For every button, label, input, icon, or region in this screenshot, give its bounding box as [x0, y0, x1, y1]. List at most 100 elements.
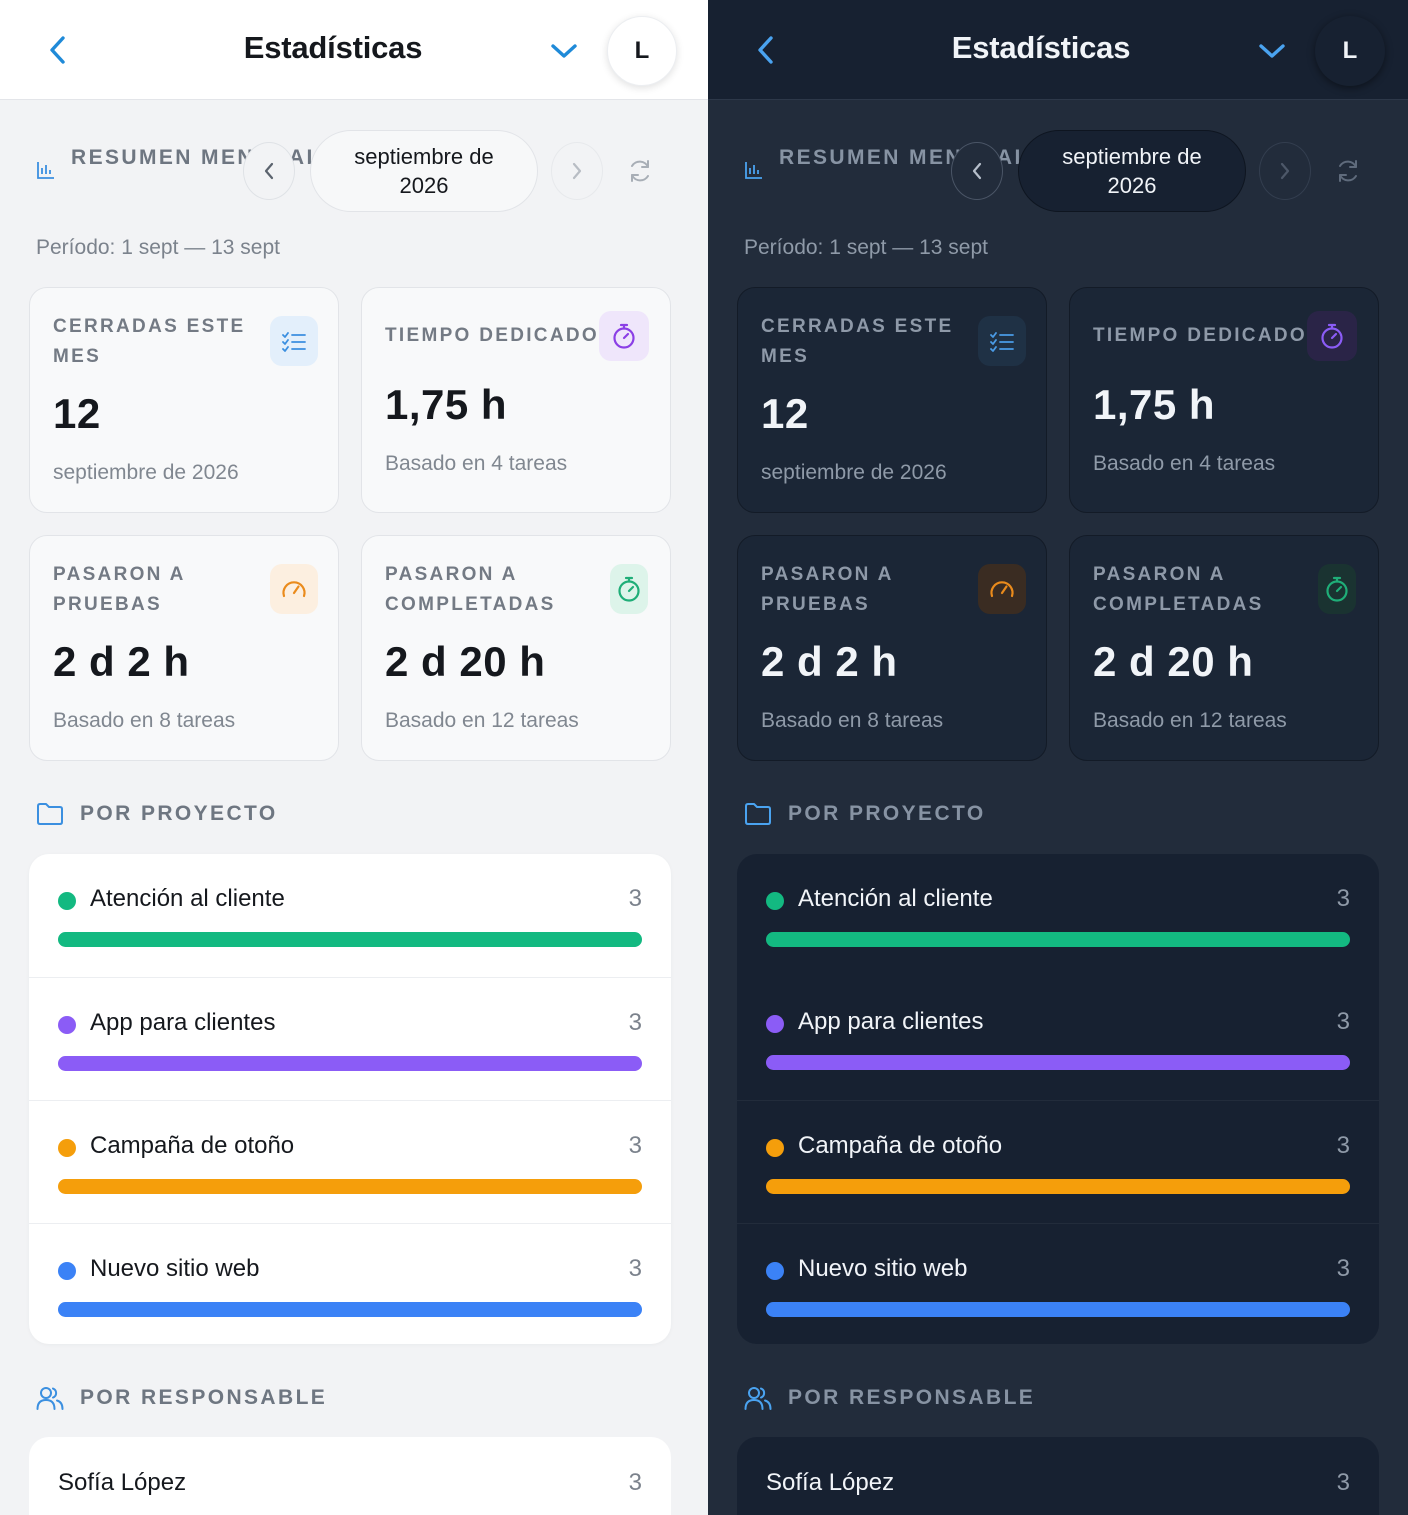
chevron-right-icon	[1280, 162, 1290, 180]
stat-subtitle: septiembre de 2026	[761, 461, 947, 484]
project-color-dot	[58, 1016, 76, 1034]
stat-value: 12	[761, 390, 809, 437]
assignee-name: Sofía López	[58, 1469, 187, 1496]
list-item[interactable]: App para clientes 3	[737, 977, 1379, 1099]
stat-card-time: TIEMPO DEDICADO 1,75 h Basado en 4 tarea…	[361, 287, 671, 513]
progress-track	[766, 1302, 1350, 1317]
section-title: POR RESPONSABLE	[788, 1386, 1036, 1409]
chevron-left-icon	[972, 162, 982, 180]
list-item[interactable]: Nuevo sitio web 3	[737, 1223, 1379, 1344]
stat-value: 2 d 20 h	[1093, 638, 1254, 685]
section-title: POR PROYECTO	[788, 802, 986, 825]
chevron-left-icon	[758, 36, 773, 64]
stat-label: TIEMPO DEDICADO	[1093, 325, 1307, 346]
page-title: Estadísticas	[951, 30, 1131, 65]
section-title: POR RESPONSABLE	[80, 1386, 328, 1409]
project-name: Atención al cliente	[798, 885, 993, 912]
refresh-button[interactable]	[1328, 151, 1368, 191]
progress-track	[766, 932, 1350, 947]
dark-theme-panel: Estadísticas L RESUMEN MENSUAL septiembr…	[708, 0, 1408, 1515]
stat-label: PASARON A PRUEBAS	[761, 564, 893, 615]
refresh-button[interactable]	[620, 151, 660, 191]
project-color-dot	[58, 1262, 76, 1280]
project-color-dot	[766, 1015, 784, 1033]
progress-bar	[766, 1055, 1350, 1070]
stat-card-completed: PASARON A COMPLETADAS 2 d 20 h Basado en…	[1069, 535, 1379, 761]
progress-track	[58, 932, 642, 947]
stopwatch-icon	[599, 311, 649, 361]
title-dropdown-button[interactable]	[544, 34, 584, 68]
project-count: 3	[1336, 1008, 1350, 1035]
progress-track	[58, 1302, 642, 1317]
stat-label: PASARON A COMPLETADAS	[385, 564, 556, 615]
bar-chart-icon	[745, 162, 762, 179]
list-item[interactable]: Atención al cliente 3	[29, 854, 671, 976]
chevron-down-icon	[551, 44, 577, 58]
section-header-projects: POR PROYECTO	[744, 802, 986, 826]
folder-icon	[745, 803, 771, 825]
list-check-icon	[978, 316, 1026, 366]
project-name: Nuevo sitio web	[798, 1255, 968, 1282]
light-theme-panel: Estadísticas L RESUMEN MENSUAL septiembr…	[0, 0, 708, 1515]
list-item[interactable]: Atención al cliente 3	[737, 854, 1379, 976]
prev-month-button[interactable]	[951, 142, 1003, 200]
project-count: 3	[628, 1132, 642, 1159]
stat-card-testing: PASARON A PRUEBAS 2 d 2 h Basado en 8 ta…	[737, 535, 1047, 761]
progress-track	[766, 1179, 1350, 1194]
progress-track	[58, 1056, 642, 1071]
stat-value: 12	[53, 390, 101, 437]
stopwatch-icon	[610, 564, 648, 614]
project-count: 3	[628, 885, 642, 912]
stat-subtitle: Basado en 4 tareas	[1093, 452, 1276, 475]
progress-bar	[58, 1179, 642, 1194]
back-button[interactable]	[748, 30, 784, 70]
month-selector[interactable]: septiembre de 2026	[1018, 130, 1246, 212]
project-name: App para clientes	[798, 1008, 984, 1035]
stopwatch-icon	[1307, 311, 1357, 361]
project-name: App para clientes	[90, 1009, 276, 1036]
progress-bar	[766, 1302, 1350, 1317]
bar-chart-icon	[37, 162, 54, 179]
assignee-count: 3	[628, 1469, 642, 1496]
progress-track	[766, 1055, 1350, 1070]
gauge-icon	[270, 564, 318, 614]
stat-label: CERRADAS ESTE MES	[53, 316, 246, 367]
stat-card-closed: CERRADAS ESTE MES 12 septiembre de 2026	[737, 287, 1047, 513]
period-text: Período: 1 sept — 13 sept	[744, 236, 988, 259]
refresh-icon	[1339, 160, 1357, 182]
stat-card-closed: CERRADAS ESTE MES 12 septiembre de 2026	[29, 287, 339, 513]
assignee-list: Sofía López 3	[29, 1437, 671, 1515]
period-text: Período: 1 sept — 13 sept	[36, 236, 280, 259]
avatar[interactable]: L	[1315, 16, 1385, 86]
stat-value: 2 d 2 h	[761, 638, 898, 685]
back-button[interactable]	[40, 30, 76, 70]
list-item[interactable]: Campaña de otoño 3	[737, 1100, 1379, 1222]
list-check-icon	[270, 316, 318, 366]
project-count: 3	[1336, 1255, 1350, 1282]
project-name: Atención al cliente	[90, 885, 285, 912]
users-icon	[36, 1387, 64, 1410]
month-selector[interactable]: septiembre de 2026	[310, 130, 538, 212]
list-item[interactable]: Nuevo sitio web 3	[29, 1223, 671, 1344]
chevron-left-icon	[50, 36, 65, 64]
progress-track	[58, 1179, 642, 1194]
folder-icon	[37, 803, 63, 825]
section-title: POR PROYECTO	[80, 802, 278, 825]
section-header-assignees: POR RESPONSABLE	[744, 1385, 1035, 1411]
list-item[interactable]: Campaña de otoño 3	[29, 1100, 671, 1222]
stat-value: 1,75 h	[385, 381, 508, 428]
next-month-button[interactable]	[551, 142, 603, 200]
stat-card-time: TIEMPO DEDICADO 1,75 h Basado en 4 tarea…	[1069, 287, 1379, 513]
list-item[interactable]: App para clientes 3	[29, 977, 671, 1099]
project-count: 3	[628, 1255, 642, 1282]
prev-month-button[interactable]	[243, 142, 295, 200]
stat-subtitle: septiembre de 2026	[53, 461, 239, 484]
title-dropdown-button[interactable]	[1252, 34, 1292, 68]
next-month-button[interactable]	[1259, 142, 1311, 200]
avatar[interactable]: L	[607, 16, 677, 86]
app-header: Estadísticas L	[708, 0, 1408, 100]
project-color-dot	[58, 892, 76, 910]
project-color-dot	[766, 1139, 784, 1157]
progress-bar	[766, 932, 1350, 947]
stat-value: 1,75 h	[1093, 381, 1216, 428]
